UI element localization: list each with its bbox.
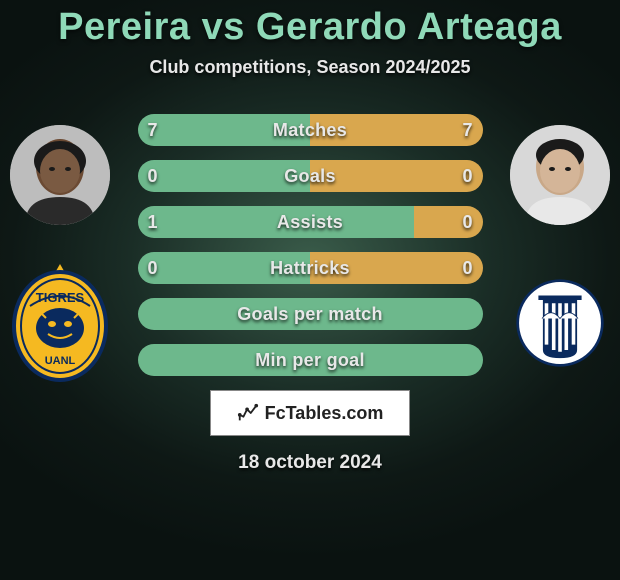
- player-right-club-badge: [510, 260, 610, 385]
- player-right-avatar: [510, 125, 610, 225]
- stat-row: 00Goals: [138, 160, 483, 192]
- stat-label: Hattricks: [138, 252, 483, 284]
- svg-text:UANL: UANL: [45, 355, 76, 367]
- svg-text:TIGRES: TIGRES: [36, 290, 85, 305]
- watermark-label: FcTables.com: [265, 403, 384, 424]
- stat-row: 00Hattricks: [138, 252, 483, 284]
- stat-label: Matches: [138, 114, 483, 146]
- watermark: FcTables.com: [210, 390, 410, 436]
- person-icon: [10, 125, 110, 225]
- stat-row: 10Assists: [138, 206, 483, 238]
- person-icon: [510, 125, 610, 225]
- subtitle: Club competitions, Season 2024/2025: [149, 57, 470, 78]
- stat-label: Goals: [138, 160, 483, 192]
- stat-label: Min per goal: [138, 344, 483, 376]
- stat-row: Goals per match: [138, 298, 483, 330]
- stats-bars: 77Matches 00Goals 10Assists 00Hattricks Goal…: [138, 114, 483, 376]
- monterrey-badge-icon: [515, 278, 605, 368]
- date-label: 18 october 2024: [238, 452, 382, 474]
- player-left-club-badge: TIGRES UANL: [10, 260, 110, 385]
- player-left-avatar: [10, 125, 110, 225]
- tigres-badge-icon: TIGRES UANL: [10, 260, 110, 385]
- stat-row: 77Matches: [138, 114, 483, 146]
- fctables-logo-icon: [237, 402, 259, 424]
- page-title: Pereira vs Gerardo Arteaga: [58, 6, 562, 49]
- stat-label: Goals per match: [138, 298, 483, 330]
- stat-row: Min per goal: [138, 344, 483, 376]
- stat-label: Assists: [138, 206, 483, 238]
